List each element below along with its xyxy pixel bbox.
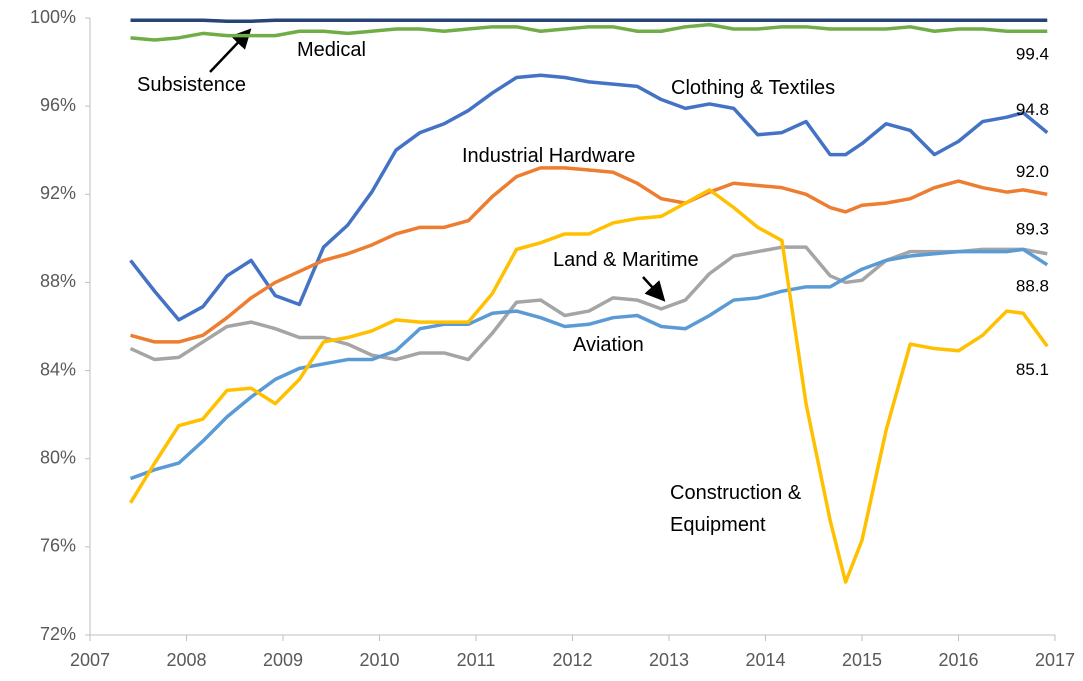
x-tick-label: 2014 [745,650,785,670]
series-line [130,166,1048,344]
data-label: 92.0 [1016,162,1049,181]
series-name: Construction & Equipment [670,482,802,536]
series-line [129,73,1049,322]
series-line [130,18,1048,24]
data-label: 88.8 [1016,276,1049,295]
series-name: Clothing & Textiles [671,77,836,99]
y-tick-label: 96% [40,95,76,115]
x-tick-label: 2009 [263,650,303,670]
series-line [130,22,1048,42]
y-tick-label: 76% [40,536,76,556]
x-tick-label: 2017 [1035,650,1075,670]
y-tick-label: 84% [40,359,76,379]
series-name: Aviation [573,334,644,356]
x-tick-label: 2012 [552,650,592,670]
x-tick-label: 2008 [166,650,206,670]
series-name: Industrial Hardware [462,145,636,167]
series-name: Subsistence [137,74,246,96]
x-tick-label: 2011 [457,650,496,670]
x-tick-label: 2010 [359,650,399,670]
y-tick-label: 80% [40,447,76,467]
series-name: Medical [297,39,366,61]
series-name: Land & Maritime [553,249,699,271]
y-tick-label: 88% [40,271,76,291]
y-tick-label: 92% [40,183,76,203]
data-label: 85.1 [1016,360,1049,379]
data-label: 99.4 [1016,45,1049,64]
arrow [209,28,252,73]
y-tick-label: 100% [30,7,76,27]
x-tick-label: 2007 [70,650,110,670]
x-tick-label: 2016 [938,650,978,670]
arrow [642,276,666,302]
series-line [129,188,1049,584]
series-line [129,245,1048,362]
y-tick-label: 72% [40,624,76,644]
data-label: 94.8 [1016,100,1049,119]
series-line [129,247,1049,481]
data-label: 89.3 [1016,219,1049,238]
x-tick-label: 2015 [842,650,882,670]
x-tick-label: 2013 [649,650,689,670]
